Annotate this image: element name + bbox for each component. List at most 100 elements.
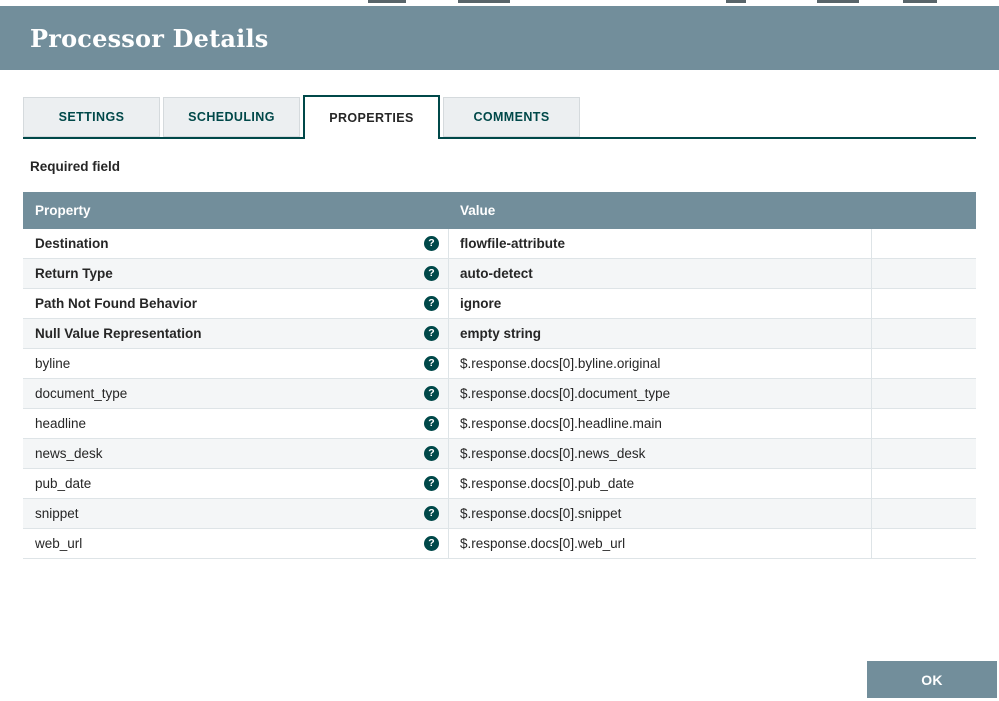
help-icon[interactable]: ? — [424, 536, 439, 551]
property-value: $.response.docs[0].news_desk — [460, 446, 646, 461]
property-name: Null Value Representation — [35, 326, 202, 341]
property-value: auto-detect — [460, 266, 533, 281]
table-row[interactable]: news_desk ? $.response.docs[0].news_desk — [23, 439, 976, 469]
tab-properties-label: PROPERTIES — [329, 111, 414, 125]
tab-settings[interactable]: SETTINGS — [23, 97, 160, 137]
property-cell: Destination ? — [23, 229, 448, 258]
table-row[interactable]: document_type ? $.response.docs[0].docum… — [23, 379, 976, 409]
property-value: $.response.docs[0].pub_date — [460, 476, 635, 491]
property-value: ignore — [460, 296, 502, 311]
table-row[interactable]: web_url ? $.response.docs[0].web_url — [23, 529, 976, 559]
property-cell: Return Type ? — [23, 259, 448, 288]
clipped-background-text — [903, 0, 937, 3]
table-row[interactable]: snippet ? $.response.docs[0].snippet — [23, 499, 976, 529]
tab-scheduling[interactable]: SCHEDULING — [163, 97, 300, 137]
tab-comments[interactable]: COMMENTS — [443, 97, 580, 137]
property-value: empty string — [460, 326, 542, 341]
property-name: snippet — [35, 506, 79, 521]
table-row[interactable]: Null Value Representation ? empty string — [23, 319, 976, 349]
table-row[interactable]: Path Not Found Behavior ? ignore — [23, 289, 976, 319]
tab-scheduling-label: SCHEDULING — [188, 110, 275, 124]
required-field-note: Required field — [30, 159, 121, 174]
property-cell: headline ? — [23, 409, 448, 438]
property-cell: pub_date ? — [23, 469, 448, 498]
column-header-value: Value — [460, 203, 496, 218]
help-icon[interactable]: ? — [424, 356, 439, 371]
value-cell[interactable]: $.response.docs[0].document_type — [448, 379, 871, 408]
property-value: $.response.docs[0].web_url — [460, 536, 626, 551]
extra-cell — [871, 499, 976, 528]
extra-cell — [871, 349, 976, 378]
clipped-background-text — [368, 0, 406, 3]
help-icon[interactable]: ? — [424, 506, 439, 521]
tab-comments-label: COMMENTS — [473, 110, 550, 124]
table-row[interactable]: Destination ? flowfile-attribute — [23, 229, 976, 259]
property-value: $.response.docs[0].byline.original — [460, 356, 661, 371]
value-cell[interactable]: $.response.docs[0].snippet — [448, 499, 871, 528]
help-icon[interactable]: ? — [424, 296, 439, 311]
value-cell[interactable]: $.response.docs[0].web_url — [448, 529, 871, 558]
property-name: byline — [35, 356, 71, 371]
value-cell[interactable]: $.response.docs[0].byline.original — [448, 349, 871, 378]
property-name: Path Not Found Behavior — [35, 296, 197, 311]
value-cell[interactable]: empty string — [448, 319, 871, 348]
table-row[interactable]: Return Type ? auto-detect — [23, 259, 976, 289]
value-cell[interactable]: auto-detect — [448, 259, 871, 288]
clipped-background-text — [817, 0, 859, 3]
property-name: pub_date — [35, 476, 92, 491]
table-row[interactable]: headline ? $.response.docs[0].headline.m… — [23, 409, 976, 439]
dialog-header: Processor Details — [0, 6, 999, 70]
extra-cell — [871, 469, 976, 498]
extra-cell — [871, 289, 976, 318]
property-cell: document_type ? — [23, 379, 448, 408]
property-name: Destination — [35, 236, 109, 251]
extra-cell — [871, 409, 976, 438]
property-name: news_desk — [35, 446, 103, 461]
background-page-sliver — [0, 0, 999, 6]
help-icon[interactable]: ? — [424, 326, 439, 341]
table-row[interactable]: byline ? $.response.docs[0].byline.origi… — [23, 349, 976, 379]
help-icon[interactable]: ? — [424, 416, 439, 431]
tab-bar: SETTINGS SCHEDULING PROPERTIES COMMENTS — [23, 95, 976, 139]
property-cell: web_url ? — [23, 529, 448, 558]
clipped-background-text — [458, 0, 510, 3]
property-cell: Null Value Representation ? — [23, 319, 448, 348]
property-value: flowfile-attribute — [460, 236, 565, 251]
properties-table-header: Property Value — [23, 192, 976, 229]
property-value: $.response.docs[0].snippet — [460, 506, 622, 521]
extra-cell — [871, 439, 976, 468]
property-name: Return Type — [35, 266, 113, 281]
tab-properties[interactable]: PROPERTIES — [303, 95, 440, 139]
extra-cell — [871, 259, 976, 288]
property-value: $.response.docs[0].headline.main — [460, 416, 662, 431]
help-icon[interactable]: ? — [424, 386, 439, 401]
property-cell: snippet ? — [23, 499, 448, 528]
extra-cell — [871, 529, 976, 558]
property-cell: news_desk ? — [23, 439, 448, 468]
value-cell[interactable]: flowfile-attribute — [448, 229, 871, 258]
property-name: document_type — [35, 386, 128, 401]
tab-settings-label: SETTINGS — [58, 110, 125, 124]
property-name: web_url — [35, 536, 83, 551]
properties-table-body: Destination ? flowfile-attribute Return … — [23, 229, 976, 559]
table-row[interactable]: pub_date ? $.response.docs[0].pub_date — [23, 469, 976, 499]
ok-button[interactable]: OK — [867, 661, 997, 698]
column-header-property: Property — [35, 203, 91, 218]
property-name: headline — [35, 416, 87, 431]
help-icon[interactable]: ? — [424, 446, 439, 461]
help-icon[interactable]: ? — [424, 266, 439, 281]
help-icon[interactable]: ? — [424, 476, 439, 491]
property-cell: byline ? — [23, 349, 448, 378]
properties-table: Property Value Destination ? flowfile-at… — [23, 192, 976, 559]
value-cell[interactable]: $.response.docs[0].news_desk — [448, 439, 871, 468]
extra-cell — [871, 379, 976, 408]
property-value: $.response.docs[0].document_type — [460, 386, 671, 401]
help-icon[interactable]: ? — [424, 236, 439, 251]
property-cell: Path Not Found Behavior ? — [23, 289, 448, 318]
extra-cell — [871, 319, 976, 348]
value-cell[interactable]: $.response.docs[0].pub_date — [448, 469, 871, 498]
extra-cell — [871, 229, 976, 258]
value-cell[interactable]: ignore — [448, 289, 871, 318]
value-cell[interactable]: $.response.docs[0].headline.main — [448, 409, 871, 438]
